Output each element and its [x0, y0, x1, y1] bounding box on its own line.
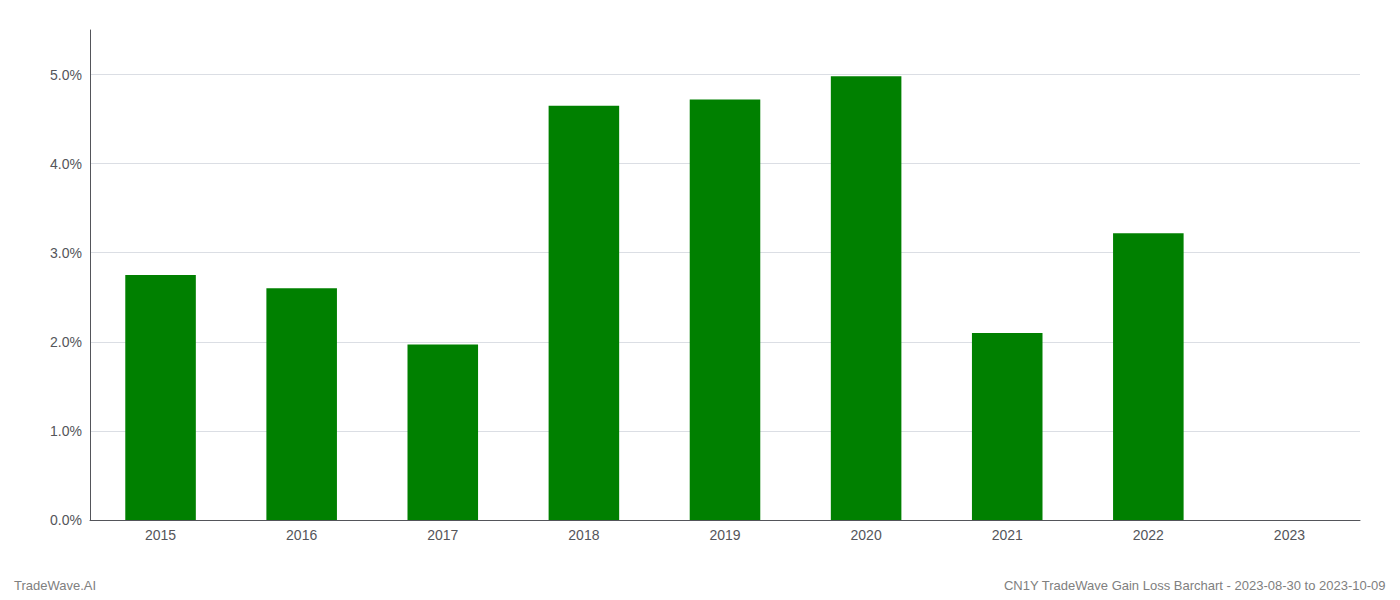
svg-text:2019: 2019 — [709, 527, 740, 543]
svg-text:CN1Y TradeWave Gain Loss Barch: CN1Y TradeWave Gain Loss Barchart - 2023… — [1004, 578, 1386, 593]
svg-text:2023: 2023 — [1274, 527, 1305, 543]
svg-text:5.0%: 5.0% — [50, 67, 82, 83]
svg-text:2015: 2015 — [145, 527, 176, 543]
svg-text:4.0%: 4.0% — [50, 156, 82, 172]
svg-text:2020: 2020 — [851, 527, 882, 543]
svg-text:1.0%: 1.0% — [50, 423, 82, 439]
svg-text:0.0%: 0.0% — [50, 512, 82, 528]
svg-text:2016: 2016 — [286, 527, 317, 543]
svg-text:TradeWave.AI: TradeWave.AI — [14, 578, 96, 593]
svg-text:2021: 2021 — [992, 527, 1023, 543]
svg-text:3.0%: 3.0% — [50, 245, 82, 261]
svg-text:2.0%: 2.0% — [50, 334, 82, 350]
svg-text:2017: 2017 — [427, 527, 458, 543]
svg-text:2018: 2018 — [568, 527, 599, 543]
svg-text:2022: 2022 — [1133, 527, 1164, 543]
